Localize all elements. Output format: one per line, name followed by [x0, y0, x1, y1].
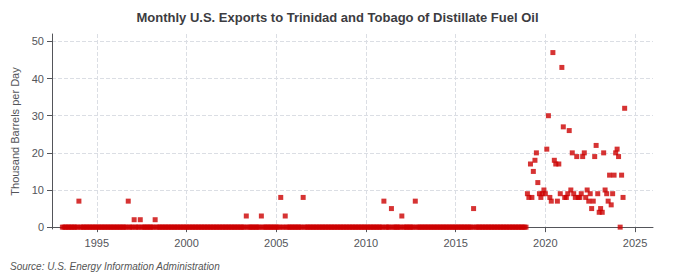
- svg-text:40: 40: [32, 73, 44, 85]
- svg-text:20: 20: [32, 147, 44, 159]
- svg-text:2025: 2025: [623, 237, 647, 249]
- svg-text:2010: 2010: [354, 237, 378, 249]
- svg-text:2005: 2005: [264, 237, 288, 249]
- svg-text:1995: 1995: [85, 237, 109, 249]
- svg-text:30: 30: [32, 110, 44, 122]
- svg-text:2020: 2020: [533, 237, 557, 249]
- svg-text:2015: 2015: [443, 237, 467, 249]
- svg-text:2000: 2000: [174, 237, 198, 249]
- svg-text:Monthly U.S. Exports to Trinid: Monthly U.S. Exports to Trinidad and Tob…: [136, 10, 538, 25]
- svg-text:Source: U.S. Energy Informatio: Source: U.S. Energy Information Administ…: [10, 261, 220, 272]
- svg-text:Thousand Barrels per Day: Thousand Barrels per Day: [9, 67, 21, 196]
- svg-text:50: 50: [32, 35, 44, 47]
- svg-text:0: 0: [38, 221, 44, 233]
- svg-text:10: 10: [32, 184, 44, 196]
